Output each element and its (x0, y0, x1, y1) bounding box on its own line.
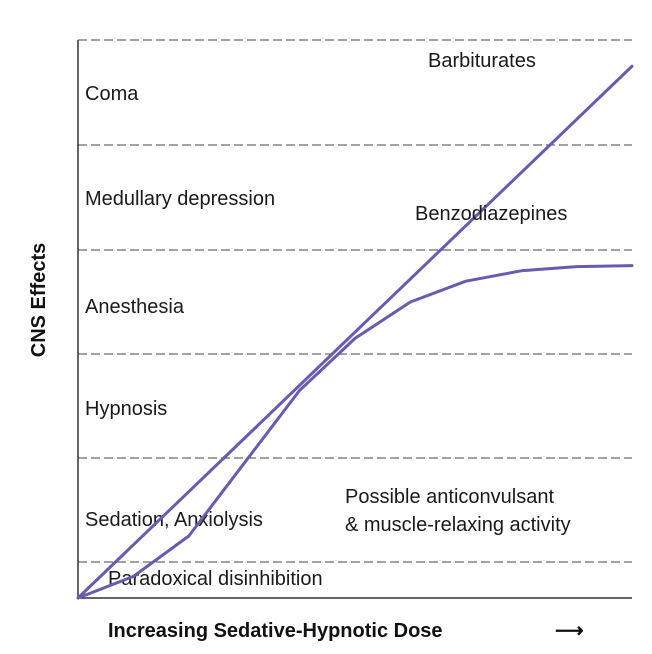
band-label: Hypnosis (85, 398, 167, 420)
series-line-benzodiazepines (76, 264, 634, 600)
band-boundaries (78, 39, 632, 563)
series-label-barbiturates: Barbiturates (428, 50, 536, 72)
series-lines (76, 64, 634, 600)
series-line-barbiturates (76, 64, 634, 600)
series-labels: Barbiturates Benzodiazepines (415, 50, 567, 225)
series-label-benzodiazepines: Benzodiazepines (415, 203, 567, 225)
x-axis-arrow-icon: ⟶ (555, 620, 584, 642)
band-label: Medullary depression (85, 188, 275, 210)
y-axis-title: CNS Effects (28, 243, 50, 357)
band-label: Anesthesia (85, 296, 185, 318)
x-axis-title: Increasing Sedative-Hypnotic Dose (108, 620, 443, 642)
band-label: Coma (85, 83, 139, 105)
annotation-line-1: Possible anticonvulsant (345, 486, 554, 508)
band-label: Sedation, Anxiolysis (85, 509, 263, 531)
band-labels: Paradoxical disinhibition Sedation, Anxio… (85, 83, 323, 590)
annotation-line-2: & muscle-relaxing activity (345, 514, 571, 536)
band-label: Paradoxical disinhibition (108, 568, 323, 590)
